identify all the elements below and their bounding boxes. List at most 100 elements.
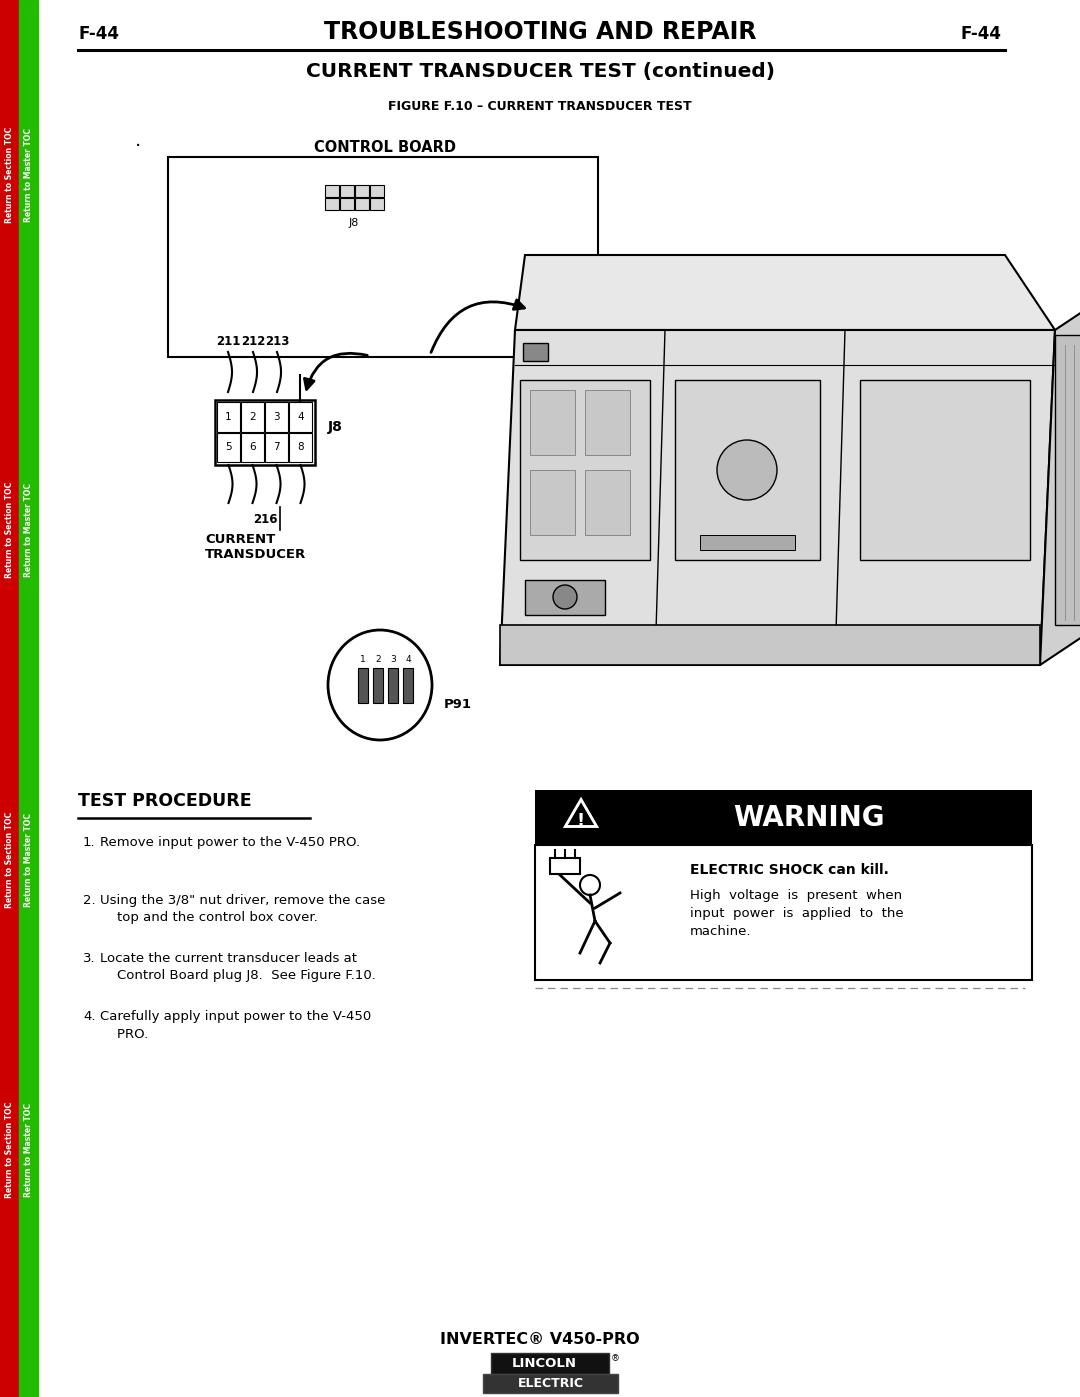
Bar xyxy=(19,0,38,1397)
Text: P91: P91 xyxy=(444,698,472,711)
Text: Return to Section TOC: Return to Section TOC xyxy=(5,1102,14,1199)
Text: F-44: F-44 xyxy=(78,25,119,43)
Bar xyxy=(535,789,1032,845)
Text: High  voltage  is  present  when
input  power  is  applied  to  the
machine.: High voltage is present when input power… xyxy=(690,888,904,937)
Circle shape xyxy=(717,440,777,500)
Bar xyxy=(215,400,315,465)
Bar xyxy=(535,845,1032,981)
Bar xyxy=(217,433,240,462)
Text: Return to Master TOC: Return to Master TOC xyxy=(25,129,33,222)
Bar xyxy=(340,198,354,210)
Text: 216: 216 xyxy=(253,513,278,527)
Bar xyxy=(0,0,19,1397)
Bar xyxy=(860,380,1030,560)
Text: 5: 5 xyxy=(226,443,232,453)
Text: Return to Section TOC: Return to Section TOC xyxy=(5,127,14,224)
Bar xyxy=(519,380,650,560)
Text: Carefully apply input power to the V-450
    PRO.: Carefully apply input power to the V-450… xyxy=(100,1010,372,1041)
Bar xyxy=(340,184,354,197)
Text: ELECTRIC: ELECTRIC xyxy=(517,1377,583,1390)
Bar xyxy=(1055,335,1080,624)
Bar xyxy=(370,198,384,210)
Text: 2.: 2. xyxy=(83,894,96,907)
Text: 8: 8 xyxy=(297,443,303,453)
Bar xyxy=(700,535,795,550)
Text: J8: J8 xyxy=(349,218,360,228)
Text: 213: 213 xyxy=(265,335,289,348)
Bar xyxy=(289,402,312,432)
Bar xyxy=(525,580,605,615)
Text: 211: 211 xyxy=(216,335,240,348)
Bar xyxy=(217,402,240,432)
Text: Remove input power to the V-450 PRO.: Remove input power to the V-450 PRO. xyxy=(100,835,360,849)
Text: ®: ® xyxy=(611,1354,620,1362)
Text: ELECTRIC SHOCK can kill.: ELECTRIC SHOCK can kill. xyxy=(690,863,889,877)
Bar xyxy=(357,668,368,703)
Text: 2: 2 xyxy=(375,655,381,664)
Text: Return to Master TOC: Return to Master TOC xyxy=(25,813,33,907)
Text: 4: 4 xyxy=(297,412,303,422)
Text: Return to Section TOC: Return to Section TOC xyxy=(5,812,14,908)
Text: TROUBLESHOOTING AND REPAIR: TROUBLESHOOTING AND REPAIR xyxy=(324,20,756,43)
Text: Using the 3/8" nut driver, remove the case
    top and the control box cover.: Using the 3/8" nut driver, remove the ca… xyxy=(100,894,386,925)
Text: !: ! xyxy=(577,813,585,830)
Bar xyxy=(483,1373,618,1393)
Bar xyxy=(550,858,580,875)
Text: INVERTEC® V450-PRO: INVERTEC® V450-PRO xyxy=(441,1333,639,1348)
Bar xyxy=(530,469,575,535)
Text: F-44: F-44 xyxy=(961,25,1002,43)
Text: FIGURE F.10 – CURRENT TRANSDUCER TEST: FIGURE F.10 – CURRENT TRANSDUCER TEST xyxy=(388,101,692,113)
Bar xyxy=(403,668,413,703)
Ellipse shape xyxy=(328,630,432,740)
Bar xyxy=(168,156,598,358)
Bar xyxy=(355,198,369,210)
Bar xyxy=(265,433,288,462)
Text: Return to Section TOC: Return to Section TOC xyxy=(5,482,14,578)
Text: 212: 212 xyxy=(241,335,266,348)
Text: 4: 4 xyxy=(405,655,410,664)
Bar xyxy=(325,184,339,197)
Bar xyxy=(585,469,630,535)
Text: J8: J8 xyxy=(328,420,342,434)
Bar xyxy=(491,1354,609,1373)
Bar xyxy=(241,433,264,462)
Text: CURRENT
TRANSDUCER: CURRENT TRANSDUCER xyxy=(205,534,307,562)
Text: 1: 1 xyxy=(360,655,366,664)
Text: 3: 3 xyxy=(273,412,280,422)
Text: Return to Master TOC: Return to Master TOC xyxy=(25,1104,33,1197)
Polygon shape xyxy=(565,799,596,827)
Circle shape xyxy=(553,585,577,609)
Text: CURRENT TRANSDUCER TEST (continued): CURRENT TRANSDUCER TEST (continued) xyxy=(306,63,774,81)
Text: 3.: 3. xyxy=(83,951,96,965)
Text: CONTROL BOARD: CONTROL BOARD xyxy=(314,141,456,155)
Bar xyxy=(585,390,630,455)
Bar xyxy=(500,624,1040,665)
Bar xyxy=(355,184,369,197)
Text: 4.: 4. xyxy=(83,1010,95,1023)
Text: 3: 3 xyxy=(390,655,396,664)
Text: 1: 1 xyxy=(226,412,232,422)
Bar xyxy=(289,433,312,462)
Text: 2: 2 xyxy=(249,412,256,422)
Text: .: . xyxy=(135,130,141,149)
Bar xyxy=(388,668,399,703)
Text: 7: 7 xyxy=(273,443,280,453)
Bar xyxy=(265,402,288,432)
Text: LINCOLN: LINCOLN xyxy=(512,1356,577,1370)
Bar xyxy=(675,380,820,560)
Text: Locate the current transducer leads at
    Control Board plug J8.  See Figure F.: Locate the current transducer leads at C… xyxy=(100,951,376,982)
Bar xyxy=(370,184,384,197)
Text: 1.: 1. xyxy=(83,835,96,849)
Circle shape xyxy=(580,875,600,895)
Text: TEST PROCEDURE: TEST PROCEDURE xyxy=(78,792,252,810)
Bar xyxy=(325,198,339,210)
Polygon shape xyxy=(1040,291,1080,665)
Bar xyxy=(241,402,264,432)
Text: Return to Master TOC: Return to Master TOC xyxy=(25,483,33,577)
Text: 6: 6 xyxy=(249,443,256,453)
Polygon shape xyxy=(500,330,1055,665)
Text: WARNING: WARNING xyxy=(732,803,885,831)
Bar xyxy=(523,344,548,360)
Polygon shape xyxy=(515,256,1055,330)
Bar xyxy=(530,390,575,455)
